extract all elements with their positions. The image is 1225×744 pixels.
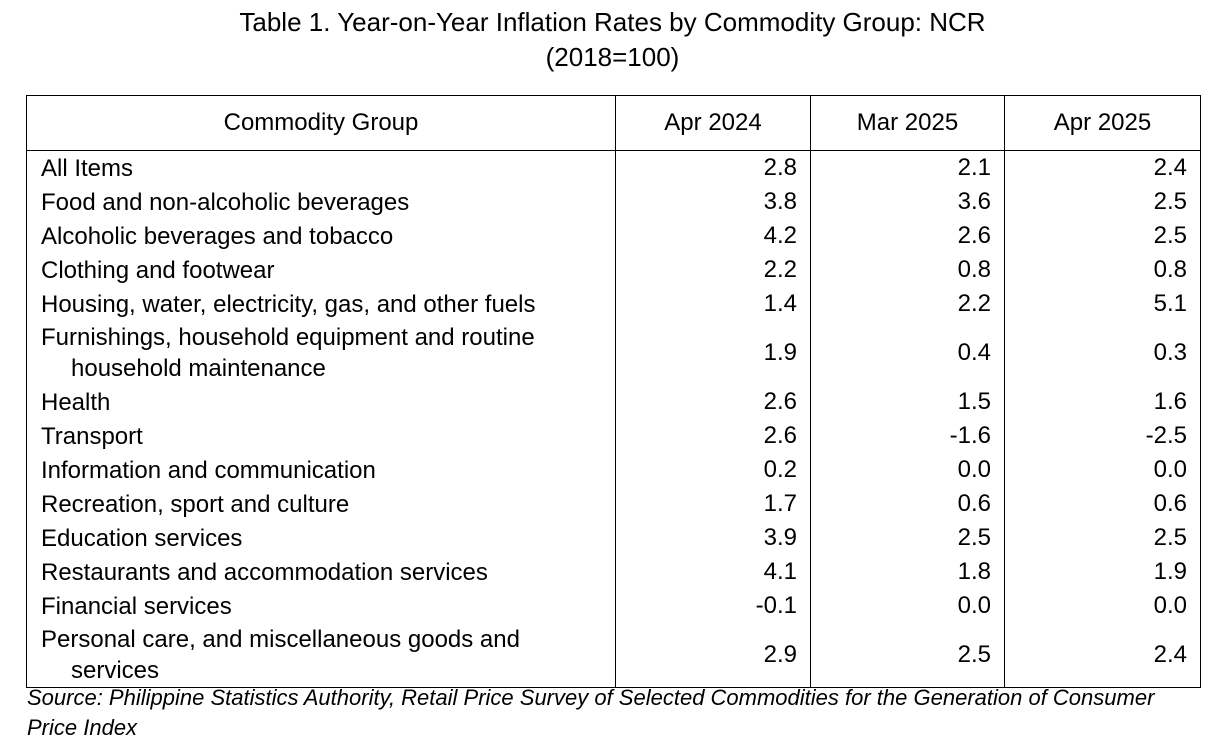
apr-2025-value: 0.0	[1004, 589, 1201, 623]
commodity-group-name: Financial services	[41, 592, 232, 620]
apr-2025-value: 0.3	[1004, 321, 1201, 385]
apr-2025-value: 2.5	[1004, 521, 1201, 555]
mar-2025-value: 0.8	[810, 253, 1005, 287]
mar-2025-value: 0.0	[810, 453, 1005, 487]
commodity-group-name: Transport	[41, 422, 143, 450]
apr-2024-value: 2.9	[615, 623, 811, 688]
table-row: Alcoholic beverages and tobacco 4.2 2.6 2.5	[26, 219, 1201, 253]
source-note: Source: Philippine Statistics Authority,…	[27, 685, 1155, 740]
table-row: Food and non-alcoholic beverages 3.8 3.6 2.…	[26, 185, 1201, 219]
apr-2024-value: 3.9	[615, 521, 811, 555]
commodity-group-name: Information and communication	[41, 456, 376, 484]
inflation-table: Commodity Group Apr 2024 Mar 2025 Apr 20…	[26, 95, 1201, 688]
apr-2024-value: 0.2	[615, 453, 811, 487]
commodity-group-cell: Food and non-alcoholic beverages	[26, 185, 616, 219]
commodity-group-cell: Alcoholic beverages and tobacco	[26, 219, 616, 253]
commodity-group-name: Recreation, sport and culture	[41, 490, 350, 518]
apr-2025-value: 1.6	[1004, 385, 1201, 419]
table-row: Transport 2.6 -1.6 -2.5	[26, 419, 1201, 453]
commodity-group-cell: Health	[26, 385, 616, 419]
table-row: Financial services -0.1 0.0 0.0	[26, 589, 1201, 623]
apr-2025-value: 2.4	[1004, 150, 1201, 185]
mar-2025-value: 1.8	[810, 555, 1005, 589]
apr-2025-value: 0.0	[1004, 453, 1201, 487]
mar-2025-value: 2.2	[810, 287, 1005, 321]
column-header-apr-2024: Apr 2024	[615, 95, 811, 151]
apr-2024-value: 2.6	[615, 419, 811, 453]
apr-2025-value: 2.5	[1004, 185, 1201, 219]
table-row: All Items 2.8 2.1 2.4	[26, 150, 1201, 185]
commodity-group-cell: Transport	[26, 419, 616, 453]
table-row: Health 2.6 1.5 1.6	[26, 385, 1201, 419]
commodity-group-name: Restaurants and accommodation services	[41, 558, 488, 586]
column-header-commodity-group: Commodity Group	[26, 95, 616, 151]
table-row: Housing, water, electricity, gas, and ot…	[26, 287, 1201, 321]
table-row: Personal care, and miscellaneous goods a…	[26, 623, 1201, 688]
commodity-group-cell: Education services	[26, 521, 616, 555]
mar-2025-value: 2.5	[810, 623, 1005, 688]
mar-2025-value: 0.0	[810, 589, 1005, 623]
commodity-group-name: Food and non-alcoholic beverages	[41, 188, 410, 216]
commodity-group-cell: All Items	[26, 150, 616, 185]
table-row: Clothing and footwear 2.2 0.8 0.8	[26, 253, 1201, 287]
header-row: Commodity Group Apr 2024 Mar 2025 Apr 20…	[26, 95, 1201, 151]
commodity-group-cell: Restaurants and accommodation services	[26, 555, 616, 589]
apr-2024-value: 1.7	[615, 487, 811, 521]
apr-2025-value: 0.6	[1004, 487, 1201, 521]
apr-2024-value: 1.4	[615, 287, 811, 321]
commodity-group-name: Alcoholic beverages and tobacco	[41, 222, 394, 250]
table-subtitle: (2018=100)	[545, 42, 680, 72]
mar-2025-value: 2.6	[810, 219, 1005, 253]
commodity-group-cell: Personal care, and miscellaneous goods a…	[26, 623, 616, 688]
mar-2025-value: 0.4	[810, 321, 1005, 385]
apr-2024-value: 4.1	[615, 555, 811, 589]
commodity-group-cell: Housing, water, electricity, gas, and ot…	[26, 287, 616, 321]
commodity-group-cell: Recreation, sport and culture	[26, 487, 616, 521]
table-row: Education services 3.9 2.5 2.5	[26, 521, 1201, 555]
table-row: Restaurants and accommodation services 4.…	[26, 555, 1201, 589]
commodity-group-cell: Financial services	[26, 589, 616, 623]
mar-2025-value: 3.6	[810, 185, 1005, 219]
table-row: Furnishings, household equipment and rou…	[26, 321, 1201, 385]
apr-2025-value: 5.1	[1004, 287, 1201, 321]
table-row: Recreation, sport and culture 1.7 0.6 0.6	[26, 487, 1201, 521]
apr-2025-value: 2.5	[1004, 219, 1201, 253]
mar-2025-value: 2.5	[810, 521, 1005, 555]
apr-2024-value: 2.6	[615, 385, 811, 419]
commodity-group-name: Health	[41, 388, 111, 416]
apr-2025-value: 1.9	[1004, 555, 1201, 589]
commodity-group-cell: Information and communication	[26, 453, 616, 487]
apr-2024-value: 4.2	[615, 219, 811, 253]
commodity-group-name: Personal care, and miscellaneous goods a…	[41, 626, 520, 653]
mar-2025-value: 1.5	[810, 385, 1005, 419]
table-row: Information and communication 0.2 0.0 0.0	[26, 453, 1201, 487]
table-title: Table 1. Year-on-Year Inflation Rates by…	[239, 7, 986, 37]
commodity-group-name: All Items	[41, 154, 134, 182]
apr-2025-value: 0.8	[1004, 253, 1201, 287]
mar-2025-value: 0.6	[810, 487, 1005, 521]
mar-2025-value: 2.1	[810, 150, 1005, 185]
apr-2025-value: 2.4	[1004, 623, 1201, 688]
apr-2024-value: 3.8	[615, 185, 811, 219]
mar-2025-value: -1.6	[810, 419, 1005, 453]
apr-2024-value: 2.2	[615, 253, 811, 287]
commodity-group-cell: Furnishings, household equipment and rou…	[26, 321, 616, 385]
commodity-group-name: Clothing and footwear	[41, 256, 275, 284]
commodity-group-name: Housing, water, electricity, gas, and ot…	[41, 290, 536, 318]
column-header-mar-2025: Mar 2025	[810, 95, 1005, 151]
column-header-apr-2025: Apr 2025	[1004, 95, 1201, 151]
commodity-group-name: Furnishings, household equipment and rou…	[41, 324, 535, 351]
commodity-group-name-continued: household maintenance	[71, 355, 326, 382]
apr-2025-value: -2.5	[1004, 419, 1201, 453]
commodity-group-name-continued: services	[71, 657, 160, 684]
apr-2024-value: -0.1	[615, 589, 811, 623]
apr-2024-value: 2.8	[615, 150, 811, 185]
commodity-group-name: Education services	[41, 524, 243, 552]
apr-2024-value: 1.9	[615, 321, 811, 385]
commodity-group-cell: Clothing and footwear	[26, 253, 616, 287]
table-body: All Items 2.8 2.1 2.4 Food and non-alcoholic…	[26, 150, 1201, 688]
